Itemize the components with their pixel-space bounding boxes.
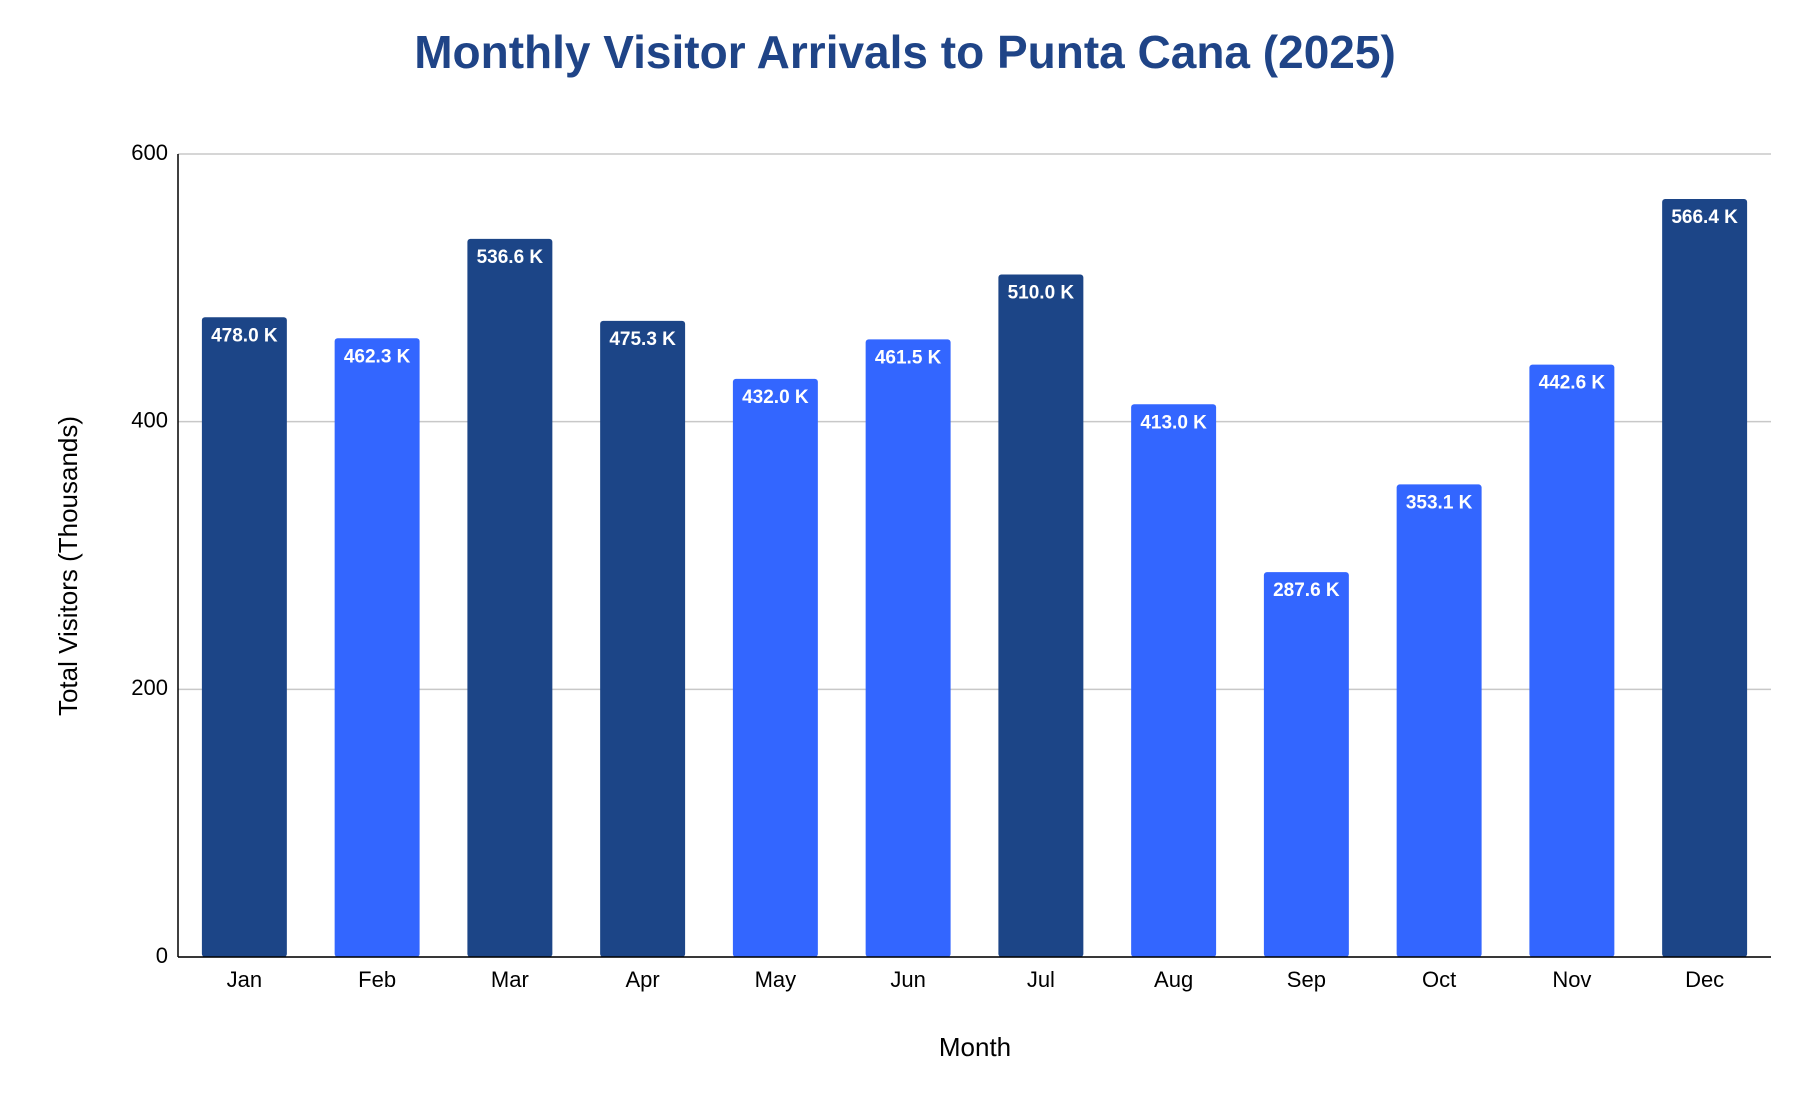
value-label: 353.1 K xyxy=(1406,492,1473,513)
value-label: 432.0 K xyxy=(742,387,809,408)
x-tick-label: Apr xyxy=(626,967,660,992)
value-label: 461.5 K xyxy=(875,347,942,368)
x-tick-label: Jan xyxy=(227,967,262,992)
x-axis-label: Month xyxy=(939,1032,1011,1062)
y-tick-label: 600 xyxy=(131,140,168,165)
x-tick-label: Sep xyxy=(1287,967,1326,992)
x-tick-label: Jul xyxy=(1027,967,1055,992)
y-tick-label: 0 xyxy=(156,943,168,968)
bar xyxy=(732,378,818,958)
value-label: 536.6 K xyxy=(477,247,544,268)
value-label: 462.3 K xyxy=(344,346,411,367)
x-tick-label: May xyxy=(755,967,797,992)
y-axis-label: Total Visitors (Thousands) xyxy=(53,416,83,716)
value-label: 566.4 K xyxy=(1671,207,1738,228)
value-label: 475.3 K xyxy=(609,329,676,350)
x-tick-label: Dec xyxy=(1685,967,1724,992)
bar xyxy=(600,320,686,958)
bar xyxy=(1529,364,1615,957)
chart-title: Monthly Visitor Arrivals to Punta Cana (… xyxy=(414,26,1396,78)
x-tick-label: Nov xyxy=(1552,967,1591,992)
bar xyxy=(998,274,1084,957)
value-label: 478.0 K xyxy=(211,325,278,346)
bar xyxy=(1131,404,1217,958)
bar xyxy=(467,238,553,957)
bar xyxy=(865,339,951,958)
value-label: 413.0 K xyxy=(1140,412,1207,433)
bar xyxy=(201,317,287,957)
x-tick-label: Oct xyxy=(1422,967,1456,992)
value-label: 287.6 K xyxy=(1273,580,1340,601)
y-tick-label: 400 xyxy=(131,407,168,432)
bar xyxy=(334,338,420,957)
value-label: 442.6 K xyxy=(1539,373,1606,394)
x-tick-label: Feb xyxy=(358,967,396,992)
x-tick-label: Aug xyxy=(1154,967,1193,992)
y-tick-label: 200 xyxy=(131,675,168,700)
bar xyxy=(1662,198,1748,957)
bar xyxy=(1396,484,1482,957)
x-tick-label: Jun xyxy=(890,967,925,992)
x-tick-label: Mar xyxy=(491,967,529,992)
value-label: 510.0 K xyxy=(1008,282,1075,303)
bar xyxy=(1263,572,1349,957)
